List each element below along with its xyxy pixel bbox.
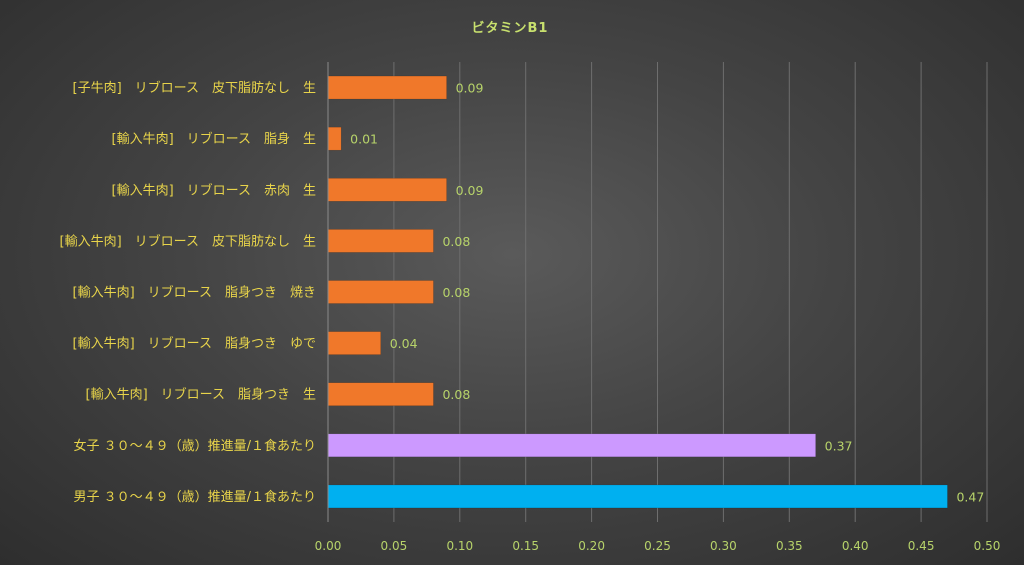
data-label: 0.08: [442, 285, 470, 300]
data-label: 0.09: [456, 81, 484, 96]
category-label: [子牛肉] リブロース 皮下脂肪なし 生: [73, 80, 317, 96]
category-label: [輸入牛肉] リブロース 脂身つき 焼き: [73, 285, 317, 301]
data-label: 0.08: [442, 234, 470, 249]
category-label: [輸入牛肉] リブロース 脂身 生: [112, 131, 317, 147]
category-label: [輸入牛肉] リブロース 脂身つき 生: [86, 387, 317, 403]
bar: [327, 126, 342, 151]
x-tick-label: 0.00: [315, 539, 342, 553]
x-tick-label: 0.40: [842, 539, 869, 553]
category-label: [輸入牛肉] リブロース 赤肉 生: [112, 182, 317, 198]
x-tick-label: 0.30: [710, 539, 737, 553]
bar: [327, 75, 447, 100]
x-tick-label: 0.15: [512, 539, 539, 553]
bar: [327, 229, 434, 253]
bar: [327, 280, 434, 304]
data-label: 0.01: [350, 132, 378, 147]
data-labels: 0.09 0.01 0.09 0.08 0.08 0.04 0.08 0.37 0.47: [350, 81, 984, 505]
x-tick-label: 0.05: [381, 539, 408, 553]
bar: [327, 484, 948, 509]
category-labels: [子牛肉] リブロース 皮下脂肪なし 生 [輸入牛肉] リブロース 脂身 生 [輸入…: [60, 80, 317, 505]
data-label: 0.37: [825, 438, 853, 453]
x-tick-label: 0.45: [908, 539, 935, 553]
data-label: 0.08: [442, 387, 470, 402]
category-label: 女子 ３０～４９（歳）推進量/１食あたり: [73, 438, 316, 454]
category-label: [輸入牛肉] リブロース 皮下脂肪なし 生: [60, 233, 317, 249]
bar: [327, 382, 434, 406]
data-label: 0.09: [456, 183, 484, 198]
x-tick-label: 0.25: [644, 539, 671, 553]
x-tick-label: 0.50: [974, 539, 1001, 553]
category-label: 男子 ３０～４９（歳）推進量/１食あたり: [73, 489, 316, 505]
x-tick-label: 0.10: [446, 539, 473, 553]
x-axis-ticks: 0.00 0.05 0.10 0.15 0.20 0.25 0.30 0.35 0.40 0.45…: [315, 539, 1001, 553]
x-tick-label: 0.35: [776, 539, 803, 553]
bar: [327, 433, 816, 458]
x-tick-label: 0.20: [578, 539, 605, 553]
category-label: [輸入牛肉] リブロース 脂身つき ゆで: [73, 336, 317, 352]
bar: [327, 331, 381, 355]
bar: [327, 178, 447, 202]
chart-title: ビタミンB1: [472, 20, 549, 36]
bars: [327, 75, 948, 509]
data-label: 0.47: [956, 489, 984, 504]
gridlines: [393, 62, 988, 522]
data-label: 0.04: [390, 336, 418, 351]
